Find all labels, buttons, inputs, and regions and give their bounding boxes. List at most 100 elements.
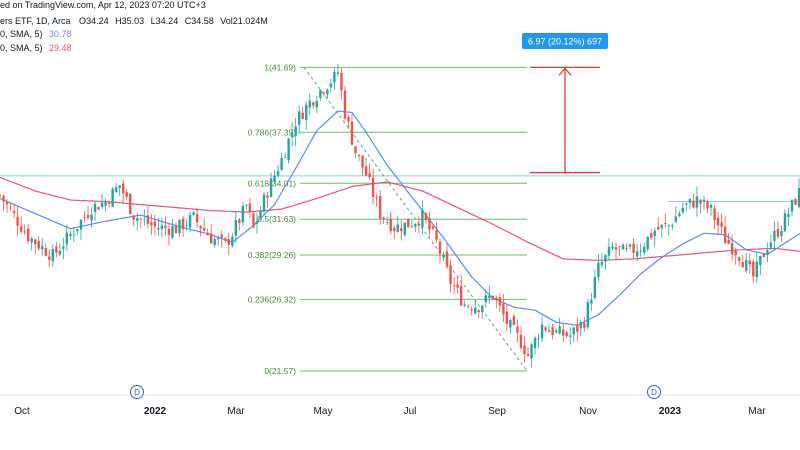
candle-body: [178, 219, 181, 234]
candle-body: [646, 236, 649, 250]
candle-body: [326, 89, 329, 95]
candle-body: [86, 215, 90, 218]
candle-body: [449, 265, 452, 284]
candle-body: [716, 217, 720, 226]
candle-body: [678, 213, 681, 217]
candle-body: [79, 219, 83, 230]
candle-body: [692, 200, 695, 208]
candle-body: [738, 257, 741, 261]
candle-body: [343, 90, 347, 119]
candle-body: [600, 262, 604, 265]
x-tick-label: Mar: [227, 406, 245, 417]
candle-body: [319, 90, 322, 98]
fib-level-label: 0.382(29.26): [248, 250, 296, 260]
candle-body: [730, 243, 734, 255]
candle-body: [5, 202, 9, 205]
candle-body: [241, 205, 245, 223]
open-label: O: [79, 16, 87, 26]
candle-body: [350, 121, 354, 145]
time-axis: Oct 2022 Mar May Jul Sep Nov 2023 Mar D D: [14, 385, 766, 417]
fast-moving-average: [0, 110, 800, 326]
x-tick-label: 2022: [144, 406, 167, 417]
fib-level-label: 0.5(31.63): [257, 214, 296, 224]
candle-body: [565, 332, 568, 337]
candle-body: [16, 216, 19, 226]
candle-body: [55, 246, 58, 253]
candle-body: [748, 260, 751, 265]
candle-body: [512, 316, 516, 325]
candle-body: [139, 218, 142, 220]
candle-body: [572, 327, 575, 335]
candle-body: [562, 329, 565, 336]
candle-body: [72, 234, 76, 236]
candle-body: [150, 222, 153, 226]
candle-body: [143, 218, 146, 220]
candle-body: [122, 183, 125, 194]
candle-body: [547, 330, 551, 333]
candle-body: [456, 284, 459, 288]
fib-level-label: 0.236(26.32): [248, 294, 296, 304]
ma-slow-label: 0, SMA, 5): [0, 43, 43, 53]
candle-body: [495, 297, 498, 300]
candle-body: [51, 248, 54, 262]
candle-body: [424, 213, 428, 220]
candle-body: [431, 226, 435, 229]
ma-fast-label: 0, SMA, 5): [0, 29, 43, 39]
low-label: L: [150, 16, 156, 26]
candle-body: [276, 171, 280, 176]
candle-body: [618, 246, 621, 248]
ma-fast-legend: 0, SMA, 5) 30.78: [0, 29, 72, 39]
candle-body: [347, 116, 350, 122]
candle-body: [340, 72, 343, 91]
candle-body: [435, 230, 438, 240]
candle-body: [540, 324, 544, 339]
candle-body: [671, 225, 674, 227]
candle-body: [65, 232, 69, 244]
candle-body: [537, 338, 540, 340]
candle-body: [407, 218, 410, 228]
ma-slow-value: 29.48: [49, 43, 72, 53]
candle-body: [76, 229, 79, 232]
candle-body: [452, 285, 456, 287]
fib-trend-line: [303, 67, 528, 372]
candle-body: [69, 233, 72, 237]
candle-body: [421, 209, 424, 228]
candle-body: [305, 104, 308, 120]
candle-body: [470, 309, 473, 311]
candle-body: [90, 214, 93, 221]
candle-body: [417, 223, 421, 226]
candle-body: [329, 83, 333, 88]
candle-body: [315, 101, 318, 108]
candle-body: [558, 326, 561, 334]
candle-body: [551, 327, 554, 336]
candle-body: [657, 226, 660, 230]
candle-body: [333, 71, 336, 83]
candle-body: [410, 226, 414, 228]
candle-body: [181, 218, 185, 230]
candle-body: [104, 201, 107, 206]
dividend-marker-label: D: [651, 388, 657, 397]
candle-body: [259, 210, 262, 219]
candle-body: [463, 304, 466, 306]
candle-body: [727, 240, 730, 244]
candle-body: [702, 199, 706, 202]
candle-body: [445, 251, 449, 267]
candle-body: [653, 230, 656, 237]
high-value: 35.03: [121, 16, 145, 26]
candle-body: [248, 203, 252, 213]
candle-body: [290, 132, 294, 138]
candle-body: [185, 225, 188, 227]
candle-body: [97, 207, 100, 210]
candle-body: [488, 295, 491, 298]
candle-body: [481, 305, 484, 313]
dividend-marker-circle: [647, 385, 661, 399]
fib-level-label: 0.786(37.39): [248, 127, 296, 137]
candle-body: [773, 230, 776, 241]
x-tick-label: May: [314, 406, 333, 417]
candle-body: [544, 327, 547, 331]
candle-body: [477, 310, 480, 313]
candle-body: [167, 228, 171, 235]
symbol-text: ers ETF, 1D, Arca: [0, 16, 71, 26]
candle-body: [262, 194, 266, 212]
